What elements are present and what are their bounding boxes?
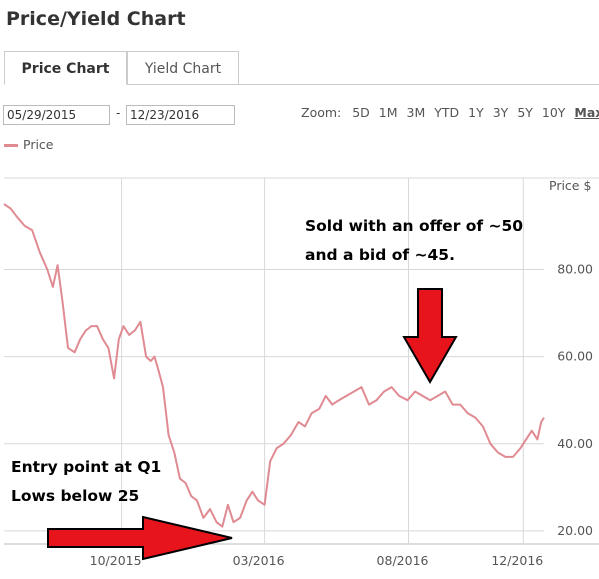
zoom-1m[interactable]: 1M (378, 105, 398, 120)
tab-price-chart[interactable]: Price Chart (4, 51, 127, 85)
x-axis-ticks: 10/2015 03/2016 08/2016 12/2016 (90, 553, 544, 568)
y-axis-ticks: 80.00 60.00 40.00 20.00 (557, 262, 593, 538)
date-from-input[interactable] (3, 105, 110, 125)
date-range-separator: - (116, 106, 121, 120)
y-axis-title: Price $ (549, 178, 591, 193)
zoom-max[interactable]: Max (574, 105, 599, 120)
y-tick-label: 60.00 (557, 349, 593, 364)
zoom-3m[interactable]: 3M (406, 105, 426, 120)
tab-yield-chart[interactable]: Yield Chart (127, 51, 239, 85)
y-tick-label: 20.00 (557, 523, 593, 538)
legend-swatch (4, 144, 18, 147)
zoom-3y[interactable]: 3Y (492, 105, 509, 120)
chart-legend: Price (4, 137, 54, 152)
zoom-label: Zoom: (301, 105, 342, 120)
zoom-controls: Zoom: 5D 1M 3M YTD 1Y 3Y 5Y 10Y Max (301, 105, 599, 120)
zoom-1y[interactable]: 1Y (468, 105, 484, 120)
date-to-input[interactable] (126, 105, 235, 125)
annotation-entry-line1: Entry point at Q1 (11, 458, 161, 476)
chart-tabs: Price Chart Yield Chart (4, 51, 599, 85)
zoom-10y[interactable]: 10Y (541, 105, 566, 120)
down-arrow-icon (402, 288, 458, 384)
zoom-5y[interactable]: 5Y (517, 105, 533, 120)
y-tick-label: 80.00 (557, 262, 593, 277)
annotation-entry-line2: Lows below 25 (11, 487, 139, 505)
x-tick-label: 12/2016 (491, 553, 543, 568)
page-title: Price/Yield Chart (6, 8, 186, 30)
x-tick-label: 10/2015 (90, 553, 142, 568)
x-tick-label: 03/2016 (233, 553, 285, 568)
legend-label-price: Price (23, 137, 54, 152)
x-tick-label: 08/2016 (377, 553, 429, 568)
right-arrow-icon (47, 515, 233, 561)
zoom-ytd[interactable]: YTD (434, 105, 460, 120)
zoom-5d[interactable]: 5D (352, 105, 370, 120)
annotation-sold-line1: Sold with an offer of ~50 (305, 217, 523, 235)
annotation-sold-line2: and a bid of ~45. (305, 246, 455, 264)
price-series-line (3, 203, 545, 528)
y-tick-label: 40.00 (557, 436, 593, 451)
